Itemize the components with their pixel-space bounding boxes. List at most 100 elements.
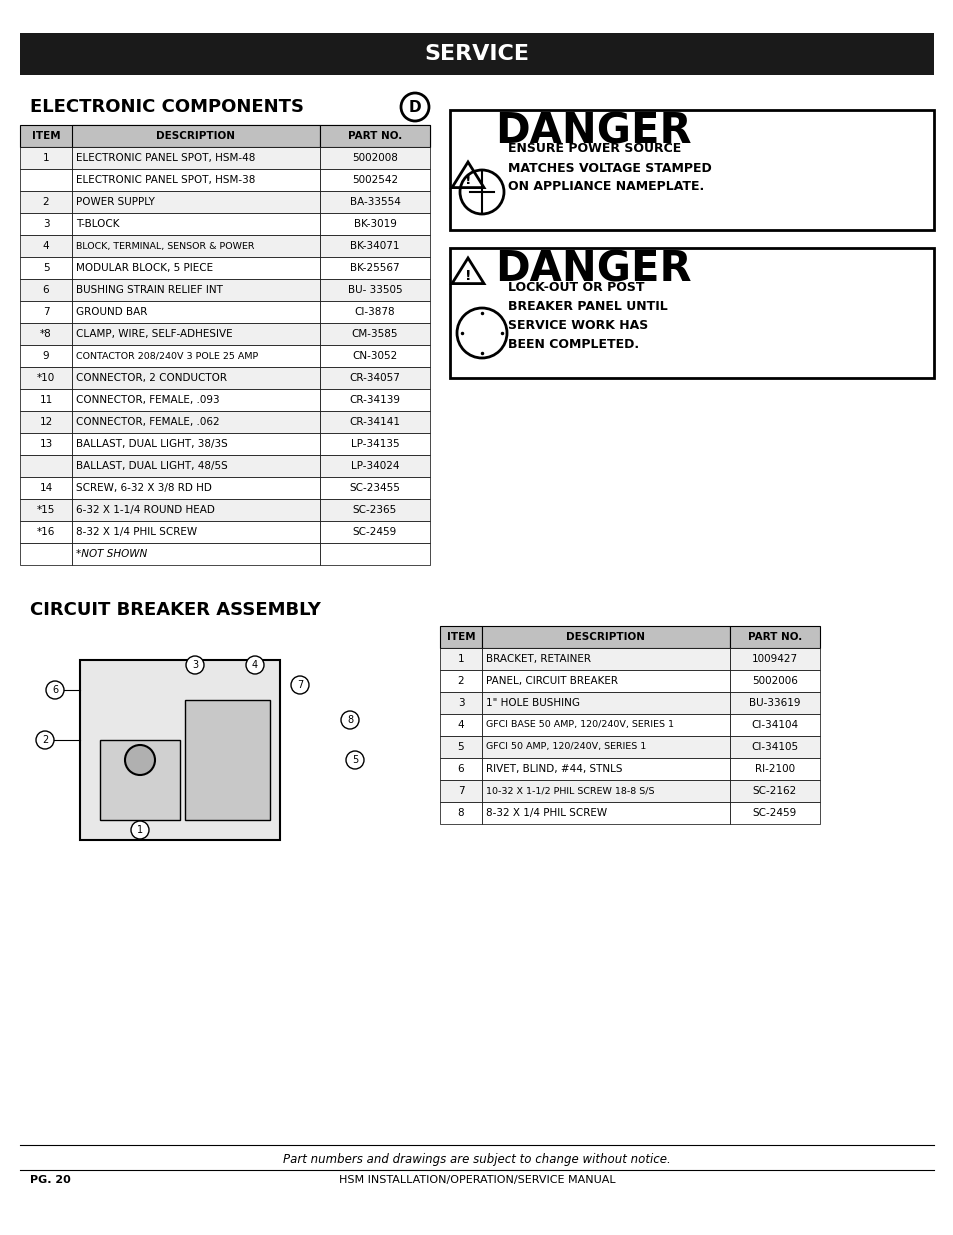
- Text: ITEM: ITEM: [31, 131, 60, 141]
- Text: CI-34105: CI-34105: [751, 742, 798, 752]
- Bar: [71, 433, 319, 454]
- Text: HSM INSTALLATION/OPERATION/SERVICE MANUAL: HSM INSTALLATION/OPERATION/SERVICE MANUA…: [338, 1174, 615, 1186]
- Text: BK-34071: BK-34071: [350, 241, 399, 251]
- Bar: [481, 714, 729, 736]
- Bar: [319, 345, 430, 367]
- Text: T-BLOCK: T-BLOCK: [76, 219, 119, 228]
- Bar: [439, 671, 481, 692]
- Text: DANGER: DANGER: [495, 111, 691, 153]
- Bar: [319, 454, 430, 477]
- Text: CONTACTOR 208/240V 3 POLE 25 AMP: CONTACTOR 208/240V 3 POLE 25 AMP: [76, 352, 258, 361]
- Text: D: D: [408, 100, 421, 115]
- Bar: [481, 648, 729, 671]
- Text: SC-23455: SC-23455: [349, 483, 400, 493]
- Text: 12: 12: [39, 417, 52, 427]
- Bar: [319, 411, 430, 433]
- Text: 11: 11: [39, 395, 52, 405]
- Text: *10: *10: [37, 373, 55, 383]
- Text: CONNECTOR, FEMALE, .093: CONNECTOR, FEMALE, .093: [76, 395, 219, 405]
- Text: SC-2459: SC-2459: [752, 808, 797, 818]
- Bar: [319, 169, 430, 191]
- Bar: [481, 781, 729, 802]
- Bar: [450, 110, 933, 230]
- Bar: [319, 235, 430, 257]
- Text: 1: 1: [457, 655, 464, 664]
- Text: 5002008: 5002008: [352, 153, 397, 163]
- Bar: [319, 147, 430, 169]
- Bar: [439, 758, 481, 781]
- Bar: [319, 543, 430, 564]
- Text: LOCK-OUT OR POST
BREAKER PANEL UNTIL
SERVICE WORK HAS
BEEN COMPLETED.: LOCK-OUT OR POST BREAKER PANEL UNTIL SER…: [507, 282, 667, 351]
- Bar: [481, 692, 729, 714]
- Circle shape: [46, 680, 64, 699]
- Text: 4: 4: [252, 659, 258, 671]
- Bar: [20, 212, 71, 235]
- Text: GFCI BASE 50 AMP, 120/240V, SERIES 1: GFCI BASE 50 AMP, 120/240V, SERIES 1: [485, 720, 673, 730]
- Text: DANGER: DANGER: [495, 249, 691, 291]
- Text: ELECTRONIC PANEL SPOT, HSM-38: ELECTRONIC PANEL SPOT, HSM-38: [76, 175, 255, 185]
- Bar: [729, 736, 820, 758]
- Text: CI-34104: CI-34104: [751, 720, 798, 730]
- Circle shape: [131, 821, 149, 839]
- Bar: [319, 257, 430, 279]
- Bar: [71, 257, 319, 279]
- Text: MODULAR BLOCK, 5 PIECE: MODULAR BLOCK, 5 PIECE: [76, 263, 213, 273]
- Text: POWER SUPPLY: POWER SUPPLY: [76, 198, 154, 207]
- Text: CR-34141: CR-34141: [349, 417, 400, 427]
- Circle shape: [125, 745, 154, 776]
- Text: *16: *16: [37, 527, 55, 537]
- Bar: [439, 736, 481, 758]
- Text: ENSURE POWER SOURCE
MATCHES VOLTAGE STAMPED
ON APPLIANCE NAMEPLATE.: ENSURE POWER SOURCE MATCHES VOLTAGE STAM…: [507, 142, 711, 194]
- Text: SC-2365: SC-2365: [353, 505, 396, 515]
- Bar: [481, 736, 729, 758]
- Bar: [729, 648, 820, 671]
- Text: *8: *8: [40, 329, 51, 338]
- Bar: [71, 212, 319, 235]
- Text: CN-3052: CN-3052: [352, 351, 397, 361]
- Text: Part numbers and drawings are subject to change without notice.: Part numbers and drawings are subject to…: [283, 1153, 670, 1167]
- Text: RIVET, BLIND, #44, STNLS: RIVET, BLIND, #44, STNLS: [485, 764, 622, 774]
- Bar: [729, 758, 820, 781]
- Text: 5002542: 5002542: [352, 175, 397, 185]
- Bar: [481, 758, 729, 781]
- Bar: [729, 714, 820, 736]
- Bar: [20, 521, 71, 543]
- Text: 8-32 X 1/4 PHIL SCREW: 8-32 X 1/4 PHIL SCREW: [76, 527, 197, 537]
- Text: CONNECTOR, FEMALE, .062: CONNECTOR, FEMALE, .062: [76, 417, 219, 427]
- Text: BLOCK, TERMINAL, SENSOR & POWER: BLOCK, TERMINAL, SENSOR & POWER: [76, 242, 254, 251]
- Bar: [20, 33, 933, 75]
- Bar: [20, 389, 71, 411]
- Circle shape: [186, 656, 204, 674]
- Bar: [439, 648, 481, 671]
- Text: *NOT SHOWN: *NOT SHOWN: [76, 550, 147, 559]
- Text: 7: 7: [457, 785, 464, 797]
- Text: 6-32 X 1-1/4 ROUND HEAD: 6-32 X 1-1/4 ROUND HEAD: [76, 505, 214, 515]
- Bar: [71, 279, 319, 301]
- Text: 2: 2: [43, 198, 50, 207]
- Bar: [71, 345, 319, 367]
- Text: 6: 6: [51, 685, 58, 695]
- Text: LP-34135: LP-34135: [351, 438, 399, 450]
- Text: CR-34139: CR-34139: [349, 395, 400, 405]
- Text: 14: 14: [39, 483, 52, 493]
- Bar: [20, 257, 71, 279]
- Text: SC-2459: SC-2459: [353, 527, 396, 537]
- Text: 5: 5: [43, 263, 50, 273]
- Text: 2: 2: [42, 735, 48, 745]
- Bar: [20, 367, 71, 389]
- Text: 4: 4: [457, 720, 464, 730]
- Bar: [319, 367, 430, 389]
- Text: CONNECTOR, 2 CONDUCTOR: CONNECTOR, 2 CONDUCTOR: [76, 373, 227, 383]
- Bar: [71, 543, 319, 564]
- Text: ELECTRONIC PANEL SPOT, HSM-48: ELECTRONIC PANEL SPOT, HSM-48: [76, 153, 255, 163]
- Bar: [20, 301, 71, 324]
- Text: 4: 4: [43, 241, 50, 251]
- Text: BALLAST, DUAL LIGHT, 38/3S: BALLAST, DUAL LIGHT, 38/3S: [76, 438, 228, 450]
- Bar: [319, 433, 430, 454]
- Text: PART NO.: PART NO.: [747, 632, 801, 642]
- Bar: [71, 235, 319, 257]
- Text: PG. 20: PG. 20: [30, 1174, 71, 1186]
- Bar: [71, 411, 319, 433]
- Text: CIRCUIT BREAKER ASSEMBLY: CIRCUIT BREAKER ASSEMBLY: [30, 601, 320, 619]
- Bar: [450, 248, 933, 378]
